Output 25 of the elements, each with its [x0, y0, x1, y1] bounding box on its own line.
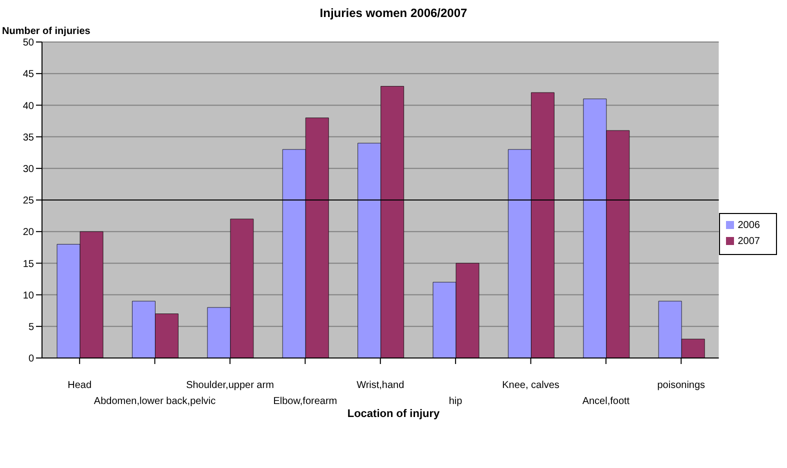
y-tick-label: 30 [22, 164, 34, 175]
y-tick-label: 15 [22, 258, 34, 270]
legend-label: 2007 [738, 236, 760, 247]
y-tick-label: 25 [22, 196, 34, 207]
y-tick-label: 10 [22, 290, 34, 302]
x-tick-label: poisonings [657, 380, 706, 391]
y-tick-label: 0 [28, 354, 34, 365]
chart-title: Injuries women 2006/2007 [318, 6, 468, 20]
x-tick-label: Abdomen,lower back,pelvic [94, 396, 216, 407]
x-axis-title: Location of injury [346, 408, 441, 420]
y-tick-label: 45 [22, 69, 34, 80]
y-tick-label: 35 [22, 132, 34, 144]
x-tick-label: Ancel,foott [582, 396, 630, 407]
x-tick-label: Knee, calves [502, 380, 560, 391]
y-tick-label: 40 [22, 100, 34, 112]
x-tick-label: hip [448, 396, 463, 407]
y-tick-label: 50 [22, 38, 34, 49]
x-tick-label: Head [68, 380, 92, 391]
x-tick-label: Elbow,forearm [273, 396, 338, 407]
x-tick-label: Wrist,hand [356, 380, 404, 391]
legend-label: 2006 [738, 220, 760, 231]
x-tick-label: Shoulder,upper arm [186, 380, 274, 391]
y-tick-label: 5 [28, 322, 34, 333]
y-axis-title: Number of injuries [2, 26, 90, 37]
y-tick-label: 20 [22, 227, 34, 238]
